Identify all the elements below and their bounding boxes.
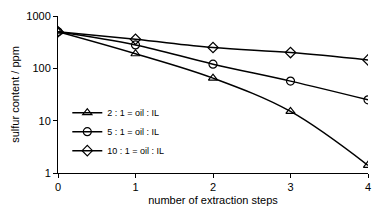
svg-text:number of extraction steps: number of extraction steps bbox=[148, 194, 278, 206]
svg-text:2 : 1 = oil : IL: 2 : 1 = oil : IL bbox=[107, 108, 159, 118]
svg-text:sulfur content / ppm: sulfur content / ppm bbox=[9, 46, 21, 143]
svg-text:0: 0 bbox=[55, 181, 61, 193]
svg-text:1: 1 bbox=[45, 167, 51, 179]
svg-text:2: 2 bbox=[210, 181, 216, 193]
svg-text:3: 3 bbox=[287, 181, 293, 193]
svg-text:100: 100 bbox=[32, 62, 50, 74]
svg-text:1: 1 bbox=[132, 181, 138, 193]
svg-text:10 : 1 = oil : IL: 10 : 1 = oil : IL bbox=[107, 146, 164, 156]
svg-text:5 : 1 = oil : IL: 5 : 1 = oil : IL bbox=[107, 127, 159, 137]
svg-text:1000: 1000 bbox=[26, 10, 50, 22]
svg-text:10: 10 bbox=[39, 115, 51, 127]
svg-text:4: 4 bbox=[365, 181, 371, 193]
